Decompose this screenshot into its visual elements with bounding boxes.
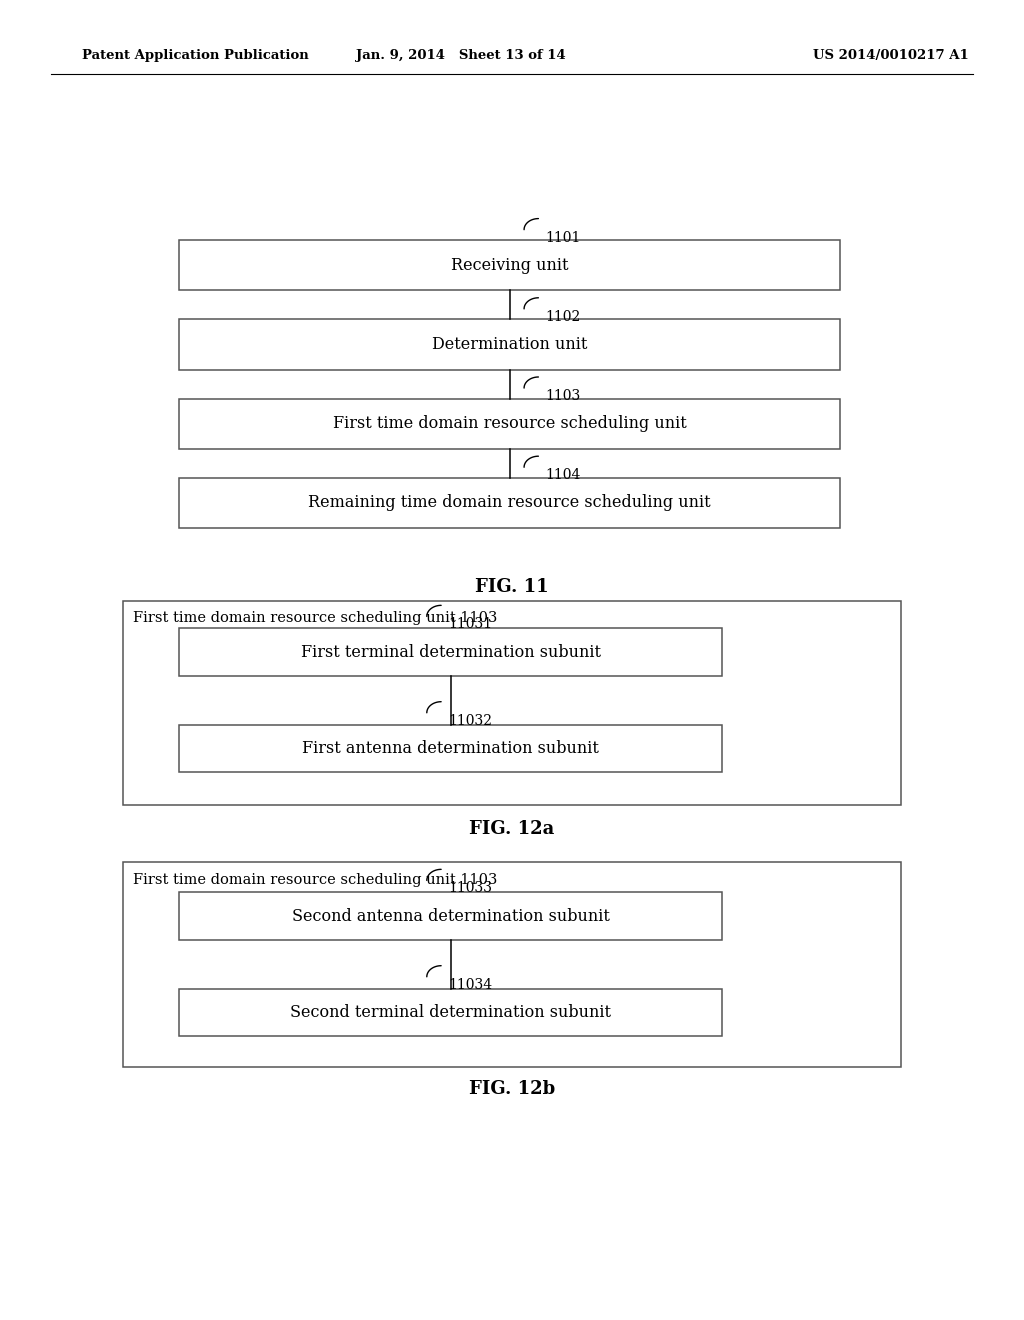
FancyBboxPatch shape xyxy=(179,628,722,676)
FancyBboxPatch shape xyxy=(179,478,840,528)
Text: 1104: 1104 xyxy=(546,469,582,482)
Text: 1101: 1101 xyxy=(546,231,582,244)
Text: FIG. 12a: FIG. 12a xyxy=(469,820,555,838)
Text: Receiving unit: Receiving unit xyxy=(451,257,568,273)
Text: FIG. 11: FIG. 11 xyxy=(475,578,549,597)
FancyBboxPatch shape xyxy=(123,862,901,1067)
Text: 11034: 11034 xyxy=(449,978,493,991)
Text: Remaining time domain resource scheduling unit: Remaining time domain resource schedulin… xyxy=(308,495,711,511)
Text: First time domain resource scheduling unit: First time domain resource scheduling un… xyxy=(333,416,686,432)
Text: First time domain resource scheduling unit 1103: First time domain resource scheduling un… xyxy=(133,873,498,887)
Text: 11031: 11031 xyxy=(449,618,493,631)
Text: Second antenna determination subunit: Second antenna determination subunit xyxy=(292,908,609,924)
FancyBboxPatch shape xyxy=(123,601,901,805)
Text: 11033: 11033 xyxy=(449,882,493,895)
Text: First antenna determination subunit: First antenna determination subunit xyxy=(302,741,599,756)
Text: Jan. 9, 2014   Sheet 13 of 14: Jan. 9, 2014 Sheet 13 of 14 xyxy=(356,49,565,62)
FancyBboxPatch shape xyxy=(179,989,722,1036)
Text: FIG. 12b: FIG. 12b xyxy=(469,1080,555,1098)
Text: US 2014/0010217 A1: US 2014/0010217 A1 xyxy=(813,49,969,62)
Text: 1102: 1102 xyxy=(546,310,581,323)
FancyBboxPatch shape xyxy=(179,892,722,940)
Text: First time domain resource scheduling unit 1103: First time domain resource scheduling un… xyxy=(133,611,498,626)
Text: 1103: 1103 xyxy=(546,389,581,403)
Text: Determination unit: Determination unit xyxy=(432,337,587,352)
Text: First terminal determination subunit: First terminal determination subunit xyxy=(301,644,600,660)
Text: Second terminal determination subunit: Second terminal determination subunit xyxy=(290,1005,611,1020)
Text: 11032: 11032 xyxy=(449,714,493,727)
Text: Patent Application Publication: Patent Application Publication xyxy=(82,49,308,62)
FancyBboxPatch shape xyxy=(179,725,722,772)
FancyBboxPatch shape xyxy=(179,319,840,370)
FancyBboxPatch shape xyxy=(179,240,840,290)
FancyBboxPatch shape xyxy=(179,399,840,449)
